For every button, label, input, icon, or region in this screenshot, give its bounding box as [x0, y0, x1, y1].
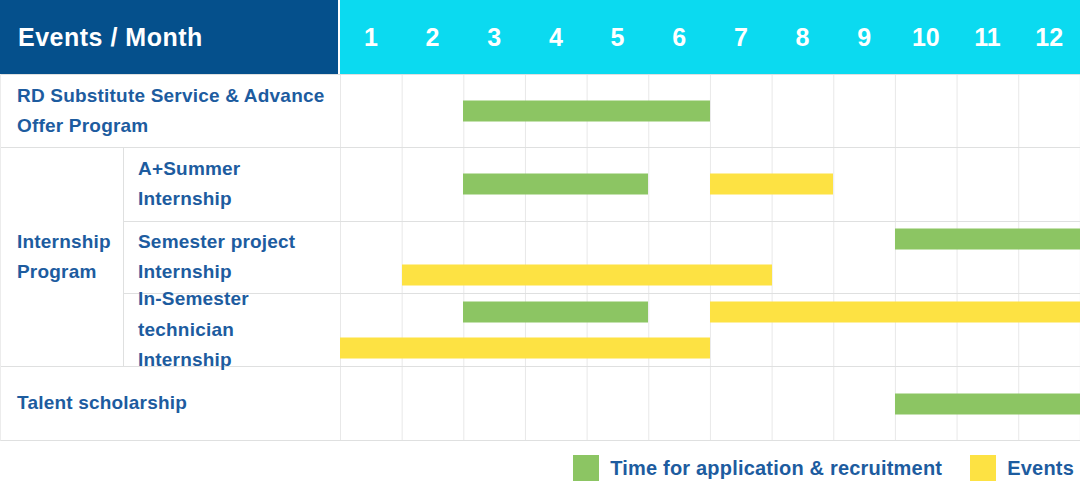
- header-row: Events / Month 1 2 3 4 5 6 7 8 9 10 11 1…: [0, 0, 1080, 74]
- row-label-rd-substitute: RD Substitute Service & Advance Offer Pr…: [1, 75, 340, 147]
- month-header-cell: 3: [463, 0, 525, 74]
- timeline-a-summer-internship: [340, 148, 1080, 221]
- events-month-header: Events / Month: [0, 0, 340, 74]
- events-bar: [402, 265, 772, 286]
- events-bar: [340, 338, 710, 359]
- timeline-rd-substitute: [340, 75, 1080, 147]
- bar-line: [340, 367, 1080, 440]
- table-row: Talent scholarship: [1, 366, 1080, 440]
- bar-line: [340, 257, 1080, 293]
- timeline-talent-scholarship: [340, 367, 1080, 440]
- timeline-semester-project-internship: [340, 222, 1080, 294]
- month-header-cell: 2: [402, 0, 464, 74]
- row-label-a-summer-internship: A+Summer Internship: [124, 148, 340, 221]
- bar-line: [340, 330, 1080, 366]
- bar-line: [340, 294, 1080, 330]
- month-header-cell: 10: [895, 0, 957, 74]
- table-row: Semester project Internship: [124, 221, 1080, 294]
- bar-line: [340, 222, 1080, 258]
- month-header-cell: 1: [340, 0, 402, 74]
- row-label-talent-scholarship: Talent scholarship: [1, 367, 340, 440]
- month-header-cell: 7: [710, 0, 772, 74]
- internship-program-group: Internship Program A+Summer Internship S…: [1, 147, 1080, 366]
- legend-events-label: Events: [1007, 457, 1074, 480]
- recruitment-bar: [463, 302, 648, 323]
- month-header-cell: 12: [1018, 0, 1080, 74]
- legend-item-events: Events: [970, 455, 1074, 481]
- group-label-internship-program: Internship Program: [1, 148, 124, 366]
- month-header-cell: 11: [957, 0, 1019, 74]
- recruitment-bar: [895, 393, 1080, 414]
- timeline-in-semester-technician-internship: [340, 294, 1080, 366]
- month-header-strip: 1 2 3 4 5 6 7 8 9 10 11 12: [340, 0, 1080, 74]
- month-header-cell: 9: [833, 0, 895, 74]
- table-row: In-Semester technician Internship: [124, 293, 1080, 366]
- legend-recruitment-label: Time for application & recruitment: [610, 457, 942, 480]
- recruitment-bar: [463, 174, 648, 195]
- events-bar: [710, 174, 833, 195]
- bar-line: [340, 75, 1080, 147]
- chart-body: RD Substitute Service & Advance Offer Pr…: [0, 74, 1080, 441]
- month-header-cell: 6: [648, 0, 710, 74]
- month-header-cell: 8: [772, 0, 834, 74]
- group-rows: A+Summer Internship Semester project Int…: [124, 148, 1080, 366]
- row-label-in-semester-technician-internship: In-Semester technician Internship: [124, 294, 340, 366]
- legend-recruitment-swatch: [573, 455, 599, 481]
- month-header-cell: 4: [525, 0, 587, 74]
- recruitment-bar: [895, 229, 1080, 250]
- recruitment-bar: [463, 101, 710, 122]
- row-label-semester-project-internship: Semester project Internship: [124, 222, 340, 294]
- bar-line: [340, 148, 1080, 221]
- table-row: RD Substitute Service & Advance Offer Pr…: [1, 74, 1080, 147]
- table-row: A+Summer Internship: [124, 148, 1080, 221]
- events-bar: [710, 302, 1080, 323]
- month-header-cell: 5: [587, 0, 649, 74]
- legend-events-swatch: [970, 455, 996, 481]
- legend: Time for application & recruitment Event…: [0, 441, 1080, 494]
- legend-item-recruitment: Time for application & recruitment: [573, 455, 942, 481]
- events-month-gantt-chart: Events / Month 1 2 3 4 5 6 7 8 9 10 11 1…: [0, 0, 1080, 494]
